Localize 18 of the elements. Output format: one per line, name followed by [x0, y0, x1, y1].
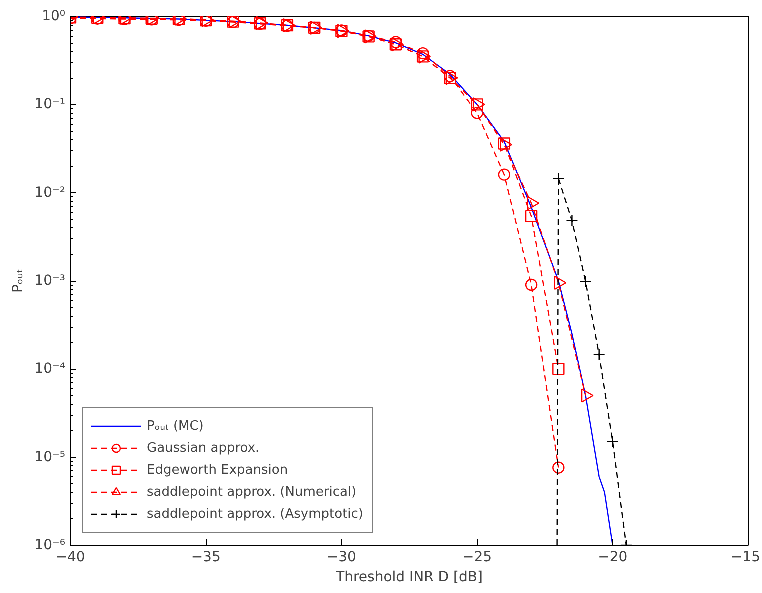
y-tick-label: 10⁻³: [34, 273, 66, 289]
y-tick-label: 10⁰: [42, 8, 66, 24]
y-tick-label: 10⁻⁵: [34, 449, 66, 466]
legend-label: saddlepoint approx. (Asymptotic): [147, 506, 364, 522]
x-tick-label: −30: [326, 550, 356, 566]
x-tick-label: −15: [730, 550, 760, 566]
legend-label: Edgeworth Expansion: [147, 462, 288, 478]
x-axis-title: Threshold INR D [dB]: [335, 570, 483, 586]
legend-label: Pₒᵤₜ (MC): [147, 418, 204, 434]
x-tick-label: −25: [462, 550, 492, 566]
legend-label: Gaussian approx.: [147, 440, 260, 456]
legend-label: saddlepoint approx. (Numerical): [147, 484, 357, 500]
x-tick-label: −20: [598, 550, 628, 566]
y-axis-title: Pₒᵤₜ: [10, 268, 27, 294]
y-tick-label: 10⁻¹: [34, 96, 66, 113]
y-tick-label: 10⁻²: [34, 184, 66, 201]
x-tick-label: −35: [191, 550, 221, 566]
y-tick-label: 10⁻⁴: [34, 361, 66, 378]
